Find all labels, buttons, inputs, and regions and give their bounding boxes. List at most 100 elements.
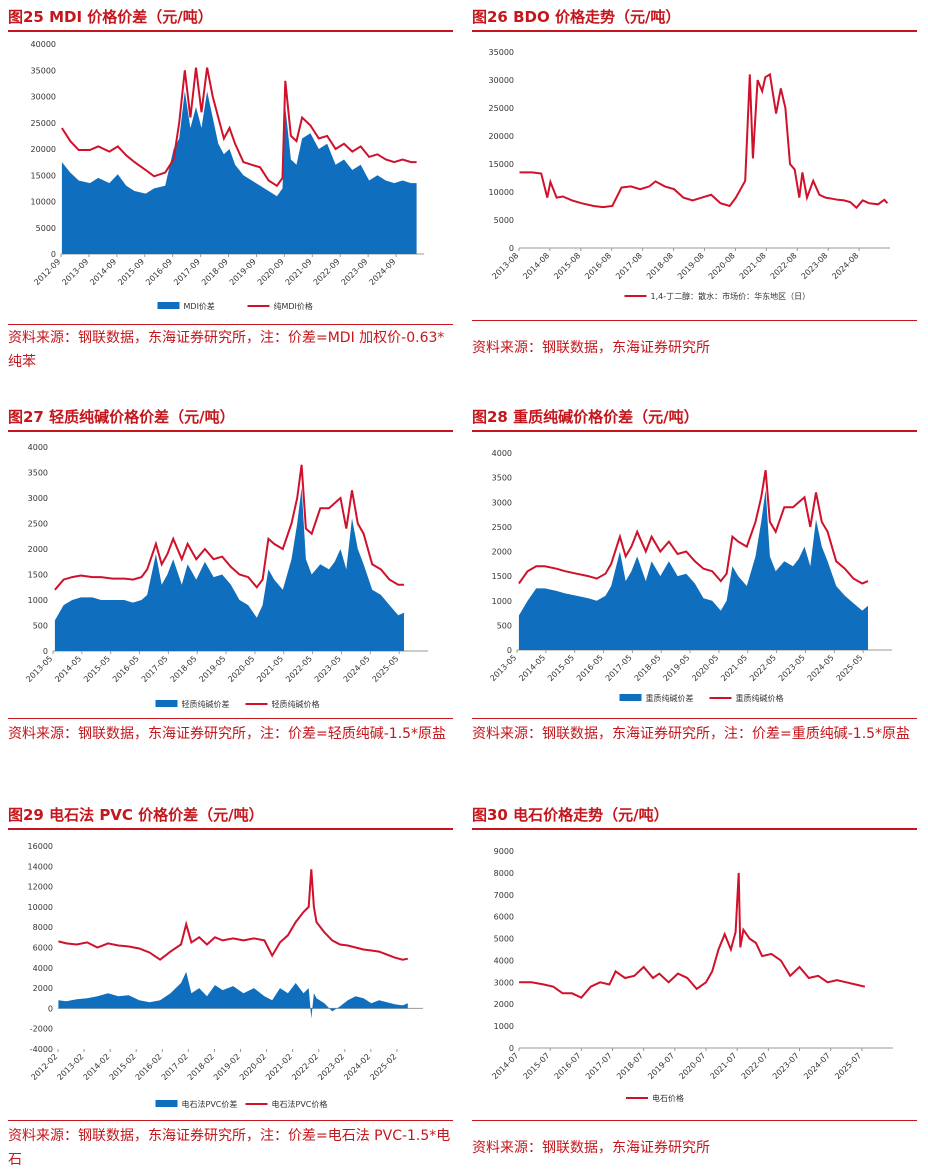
y-tick-label: 2000 [28, 545, 48, 554]
x-tick-label: 2025-07 [833, 1051, 863, 1081]
x-tick-label: 2016-05 [111, 654, 141, 684]
y-tick-label: 20000 [489, 132, 514, 141]
x-tick-label: 2014-05 [53, 654, 83, 684]
source-rule [472, 320, 917, 321]
x-tick-label: 2019-08 [676, 251, 706, 281]
y-tick-label: 6000 [33, 944, 53, 953]
y-tick-label: 3000 [28, 494, 48, 503]
y-tick-label: 2500 [492, 523, 512, 532]
x-tick-label: 2021-05 [255, 654, 285, 684]
title-rule [8, 430, 453, 432]
y-tick-label: 0 [51, 250, 56, 259]
figure-title: 图25 MDI 价格价差（元/吨） [8, 8, 213, 26]
legend-swatch [157, 302, 180, 309]
x-tick-label: 2019-05 [661, 653, 691, 683]
y-tick-label: 5000 [494, 216, 514, 225]
x-tick-label: 2017-02 [160, 1052, 190, 1082]
y-tick-label: 8000 [33, 923, 53, 932]
y-tick-label: 20000 [31, 145, 56, 154]
x-tick-label: 2018-05 [169, 654, 199, 684]
source-note: 资料来源：钢联数据，东海证券研究所，注：价差=轻质纯碱-1.5*原盐 [8, 726, 447, 742]
y-tick-label: 2000 [494, 1000, 514, 1009]
source-rule [472, 1120, 917, 1121]
y-tick-label: 3500 [492, 474, 512, 483]
series-line [519, 72, 889, 210]
legend-label: MDI价差 [184, 301, 215, 311]
x-tick-label: 2023-07 [771, 1051, 801, 1081]
x-tick-label: 2024-05 [342, 654, 372, 684]
x-tick-label: 2020-08 [707, 251, 737, 281]
y-tick-label: -2000 [30, 1025, 53, 1034]
x-tick-label: 2013-09 [60, 257, 90, 287]
legend-swatch [619, 694, 642, 701]
y-tick-label: 1000 [492, 597, 512, 606]
y-tick-label: 10000 [489, 188, 514, 197]
title-rule [8, 30, 453, 32]
x-tick-label: 2023-08 [800, 251, 830, 281]
source-note: 资料来源：钢联数据，东海证券研究所，注：价差=重质纯碱-1.5*原盐 [472, 726, 911, 742]
series-line [518, 470, 869, 585]
x-tick-label: 2015-07 [522, 1051, 552, 1081]
legend-label: 轻质纯碱价差 [182, 699, 230, 709]
y-tick-label: 0 [509, 1044, 514, 1053]
x-tick-label: 2018-08 [645, 251, 675, 281]
x-tick-label: 2018-05 [633, 653, 663, 683]
y-tick-label: 4000 [33, 964, 53, 973]
figure-title: 图26 BDO 价格走势（元/吨） [472, 8, 681, 26]
x-tick-label: 2015-05 [82, 654, 112, 684]
x-tick-label: 2014-08 [521, 251, 551, 281]
y-tick-label: 0 [509, 244, 514, 253]
series-area [54, 487, 405, 651]
x-tick-label: 2023-09 [340, 257, 370, 287]
series-area [61, 91, 417, 254]
figure-title: 图28 重质纯碱价格价差（元/吨） [472, 408, 699, 426]
x-tick-label: 2015-02 [108, 1052, 138, 1082]
x-tick-label: 2021-09 [284, 257, 314, 287]
y-tick-label: 6000 [494, 913, 514, 922]
y-tick-label: 35000 [489, 48, 514, 57]
x-tick-label: 2012-02 [29, 1052, 59, 1082]
chart-25: 0 5000 10000 15000 20000 25000 30000 35000 40000… [31, 40, 424, 311]
x-tick-label: 2022-07 [740, 1051, 770, 1081]
y-tick-label: 4000 [492, 449, 512, 458]
chart-26: 0 5000 10000 15000 20000 25000 30000 35000 2013-… [489, 48, 890, 301]
y-tick-label: 0 [43, 647, 48, 656]
chart-27: 050010001500200025003000350040002013-052… [24, 443, 428, 709]
source-rule [8, 718, 453, 719]
x-tick-label: 2021-08 [738, 251, 768, 281]
legend-label: 1,4-丁二醇：散水：市场价：华东地区（日） [651, 291, 811, 301]
y-tick-label: 5000 [36, 224, 56, 233]
legend-swatch [155, 1100, 178, 1107]
y-tick-label: 25000 [489, 104, 514, 113]
x-tick-label: 2025-05 [835, 653, 865, 683]
series-line [54, 464, 404, 591]
chart-30: 0 1000 2000 3000 4000 5000 6000 7000 8000 9000 201… [490, 847, 893, 1103]
x-tick-label: 2016-05 [575, 653, 605, 683]
chart-29: -4000 -2000 0 2000 4000 6000 8000 10000 12000 140… [28, 842, 423, 1109]
x-tick-label: 2023-05 [777, 653, 807, 683]
y-tick-label: 4000 [28, 443, 48, 452]
x-tick-label: 2013-05 [488, 653, 518, 683]
x-tick-label: 2022-09 [312, 257, 342, 287]
figure-title: 图30 电石价格走势（元/吨） [472, 806, 669, 824]
x-tick-label: 2016-08 [583, 251, 613, 281]
legend-label: 电石法PVC价格 [272, 1099, 328, 1109]
title-rule [472, 30, 917, 32]
x-tick-label: 2025-02 [368, 1052, 398, 1082]
y-tick-label: 15000 [31, 171, 56, 180]
source-rule [8, 324, 453, 325]
x-tick-label: 2018-02 [186, 1052, 216, 1082]
x-tick-label: 2016-02 [134, 1052, 164, 1082]
y-tick-label: 15000 [489, 160, 514, 169]
x-tick-label: 2020-07 [677, 1051, 707, 1081]
y-tick-label: 5000 [494, 935, 514, 944]
y-tick-label: 16000 [28, 842, 53, 851]
figure-title: 图29 电石法 PVC 价格价差（元/吨） [8, 806, 264, 824]
x-tick-label: 2017-07 [584, 1051, 614, 1081]
x-tick-label: 2025-05 [371, 654, 401, 684]
legend-label: 电石价格 [652, 1093, 684, 1103]
x-tick-label: 2013-02 [55, 1052, 85, 1082]
x-tick-label: 2019-07 [646, 1051, 676, 1081]
x-tick-label: 2019-02 [212, 1052, 242, 1082]
title-rule [472, 430, 917, 432]
